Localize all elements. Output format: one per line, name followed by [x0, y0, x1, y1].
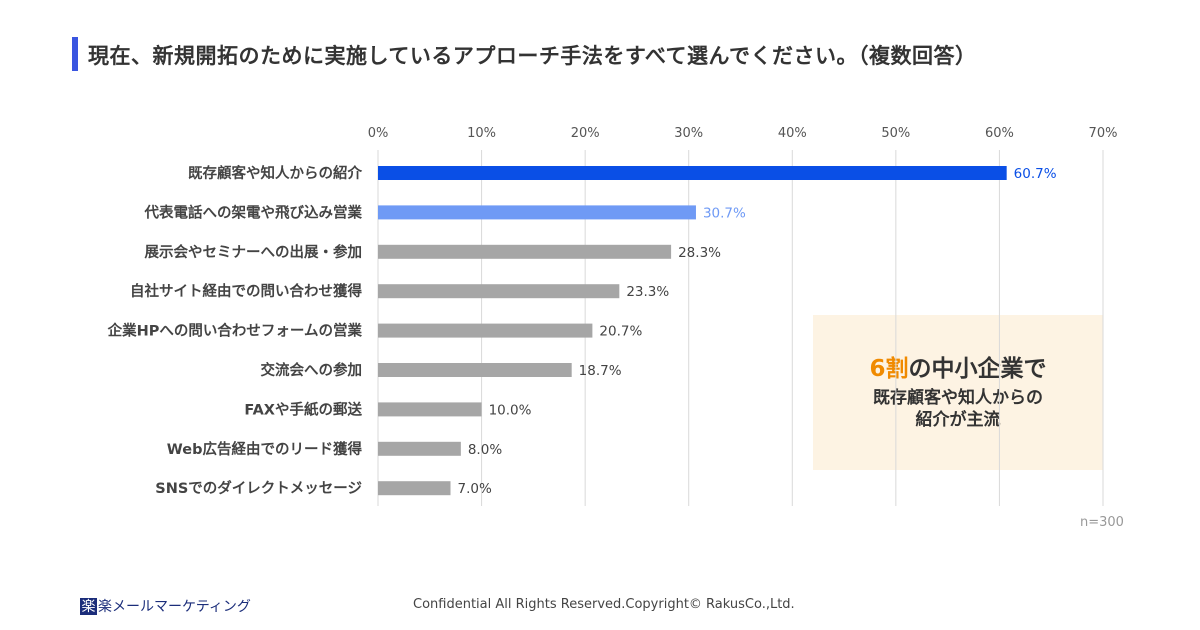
data-label: 8.0%: [468, 442, 502, 458]
data-label: 10.0%: [489, 402, 532, 418]
category-label: 展示会やセミナーへの出展・参加: [145, 243, 363, 261]
bar: [378, 402, 482, 417]
page-title: 現在、新規開拓のために実施しているアプローチ手法をすべて選んでください。（複数回…: [88, 44, 977, 68]
x-tick-label: 60%: [985, 126, 1014, 141]
x-tick-label: 20%: [571, 126, 600, 141]
bar: [378, 284, 620, 299]
x-tick-label: 70%: [1089, 126, 1118, 141]
data-label: 60.7%: [1014, 166, 1057, 182]
sample-size-note: n=300: [1080, 515, 1124, 530]
bar: [378, 363, 572, 377]
logo: 楽楽メールマーケティング: [80, 596, 251, 616]
data-label: 7.0%: [458, 481, 492, 497]
x-tick-label: 50%: [881, 126, 910, 141]
bar: [378, 205, 696, 220]
category-label: SNSでのダイレクトメッセージ: [155, 479, 362, 497]
copyright: Confidential All Rights Reserved.Copyrig…: [413, 597, 795, 612]
logo-mark: 楽: [80, 597, 97, 615]
category-label: 交流会への参加: [261, 361, 363, 379]
bar: [378, 481, 451, 496]
callout-line2: 既存顧客や知人からの: [873, 388, 1043, 408]
callout-box: 6割の中小企業で 既存顧客や知人からの 紹介が主流: [813, 315, 1103, 470]
callout-highlight: 6割: [869, 356, 909, 382]
category-label: 既存顧客や知人からの紹介: [188, 164, 362, 182]
callout-line3: 紹介が主流: [915, 410, 1001, 430]
category-label: Web広告経由でのリード獲得: [167, 440, 363, 458]
x-tick-label: 40%: [778, 126, 807, 141]
category-label: 企業HPへの問い合わせフォームの営業: [107, 322, 363, 340]
category-label: 代表電話への架電や飛び込み営業: [144, 203, 363, 221]
bar: [378, 244, 672, 259]
x-tick-label: 10%: [467, 126, 496, 141]
bar: [378, 441, 461, 456]
x-tick-label: 0%: [368, 126, 389, 141]
bar: [378, 323, 593, 338]
callout-line1: の中小企業で: [908, 356, 1047, 382]
x-tick-label: 30%: [674, 126, 703, 141]
bar: [378, 166, 1007, 180]
category-label: 自社サイト経由での問い合わせ獲得: [130, 282, 362, 300]
category-label: FAXや手紙の郵送: [244, 400, 362, 418]
data-label: 28.3%: [678, 245, 721, 261]
data-label: 23.3%: [626, 284, 669, 300]
logo-text: 楽メールマーケティング: [98, 599, 251, 615]
title-accent-bar: [72, 37, 78, 71]
data-label: 18.7%: [579, 363, 622, 379]
data-label: 30.7%: [703, 205, 746, 221]
data-label: 20.7%: [599, 324, 642, 340]
